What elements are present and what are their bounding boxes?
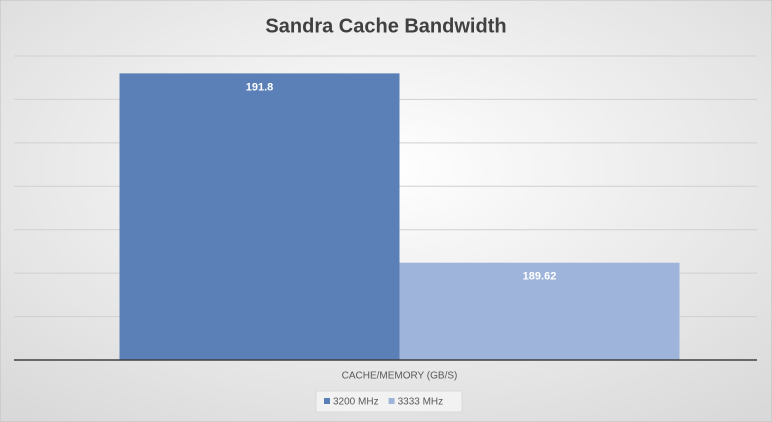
data-label: 191.8 [246,81,274,93]
data-label: 189.62 [523,271,557,283]
chart-title: Sandra Cache Bandwidth [265,15,506,37]
legend-label: 3200 MHz [333,397,379,408]
x-tick-label: CACHE/MEMORY (GB/S) [342,371,458,382]
bar [399,262,680,360]
legend-swatch [388,398,395,404]
bar [119,73,400,360]
legend-label: 3333 MHz [398,397,444,408]
legend-swatch [324,398,330,404]
